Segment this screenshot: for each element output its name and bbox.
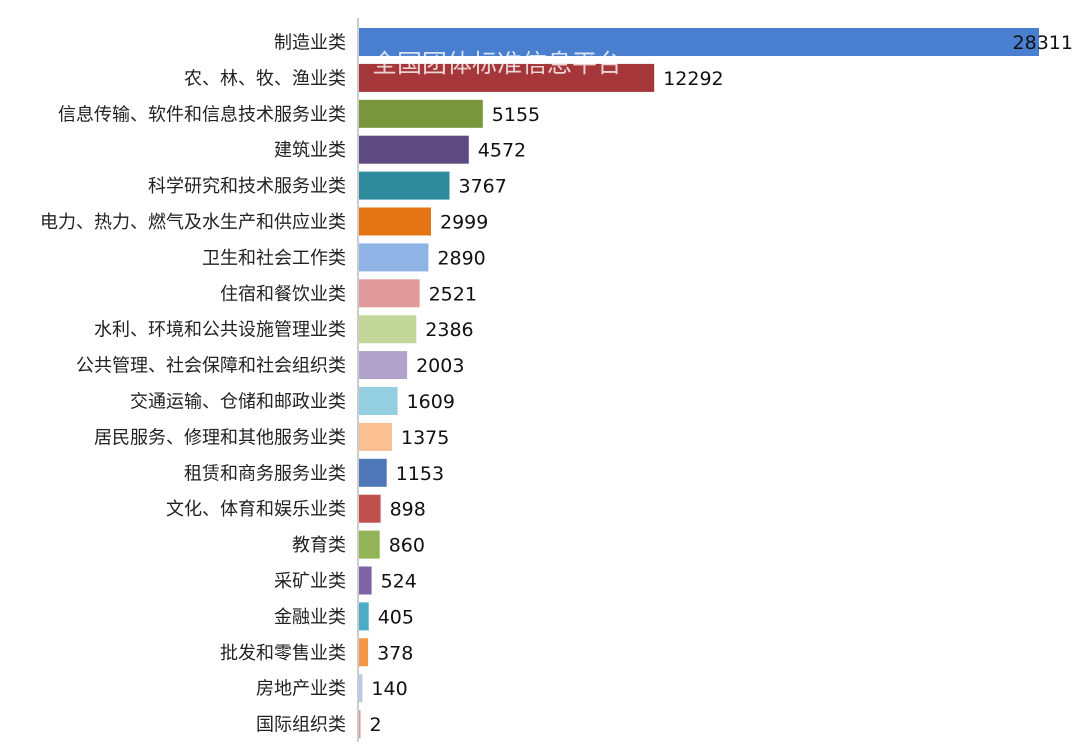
category-label: 居民服务、修理和其他服务业类 (94, 427, 346, 448)
value-label: 898 (390, 499, 426, 521)
category-label: 住宿和餐饮业类 (220, 284, 346, 305)
category-labels: 制造业类农、林、牧、渔业类信息传输、软件和信息技术服务业类建筑业类科学研究和技术… (40, 33, 346, 736)
bar (359, 99, 483, 128)
category-label: 科学研究和技术服务业类 (148, 176, 346, 197)
value-label: 405 (378, 606, 414, 628)
category-label: 文化、体育和娱乐业类 (166, 499, 346, 520)
bar (359, 494, 381, 523)
value-label: 2999 (440, 212, 488, 234)
bar (359, 279, 420, 308)
value-label: 5155 (492, 104, 540, 126)
bar (359, 566, 372, 595)
category-label: 建筑业类 (274, 140, 346, 161)
bar (359, 135, 469, 164)
value-labels: 28311 12292 5155 4572 3767 2999 2890 2521 2386 20… (370, 32, 1074, 736)
value-label: 2386 (425, 319, 473, 341)
value-label: 12292 (663, 68, 723, 90)
category-label: 公共管理、社会保障和社会组织类 (76, 356, 346, 377)
value-label: 524 (381, 571, 417, 593)
category-label: 交通运输、仓储和邮政业类 (130, 392, 346, 413)
category-label: 批发和零售业类 (220, 643, 346, 664)
category-label: 房地产业类 (256, 679, 346, 700)
bar (359, 638, 369, 667)
category-label: 教育类 (292, 535, 346, 556)
value-label: 2521 (429, 283, 477, 305)
bars-layer (359, 28, 1039, 739)
category-label: 信息传输、软件和信息技术服务业类 (58, 104, 346, 125)
category-label: 卫生和社会工作类 (202, 248, 346, 269)
category-label: 金融业类 (274, 607, 346, 628)
bar (359, 602, 369, 631)
category-label: 制造业类 (274, 33, 346, 54)
bar (359, 28, 1039, 56)
category-label: 电力、热力、燃气及水生产和供应业类 (40, 212, 346, 233)
bar (359, 674, 363, 703)
value-label: 28311 (1013, 32, 1073, 54)
bar (359, 530, 380, 559)
category-label: 采矿业类 (274, 571, 346, 592)
value-label: 1153 (396, 463, 444, 485)
value-label: 2 (370, 714, 382, 736)
bar (359, 710, 361, 739)
bar (359, 207, 431, 236)
bar (359, 387, 398, 415)
value-label: 2003 (416, 355, 464, 377)
bar (359, 171, 450, 200)
value-label: 2890 (437, 247, 485, 269)
bar (359, 243, 429, 272)
category-label: 国际组织类 (256, 715, 346, 736)
bar (359, 422, 392, 451)
value-label: 860 (389, 535, 425, 557)
bar (359, 315, 417, 344)
value-label: 3767 (459, 176, 507, 198)
value-label: 4572 (478, 140, 526, 162)
bar (359, 63, 655, 92)
category-label: 水利、环境和公共设施管理业类 (94, 320, 346, 341)
category-label: 租赁和商务服务业类 (184, 463, 346, 484)
value-label: 1609 (407, 391, 455, 413)
category-label: 农、林、牧、渔业类 (184, 68, 346, 89)
value-label: 140 (371, 678, 407, 700)
bar (359, 351, 408, 380)
bar (359, 458, 387, 487)
value-label: 1375 (401, 427, 449, 449)
value-label: 378 (377, 642, 413, 664)
